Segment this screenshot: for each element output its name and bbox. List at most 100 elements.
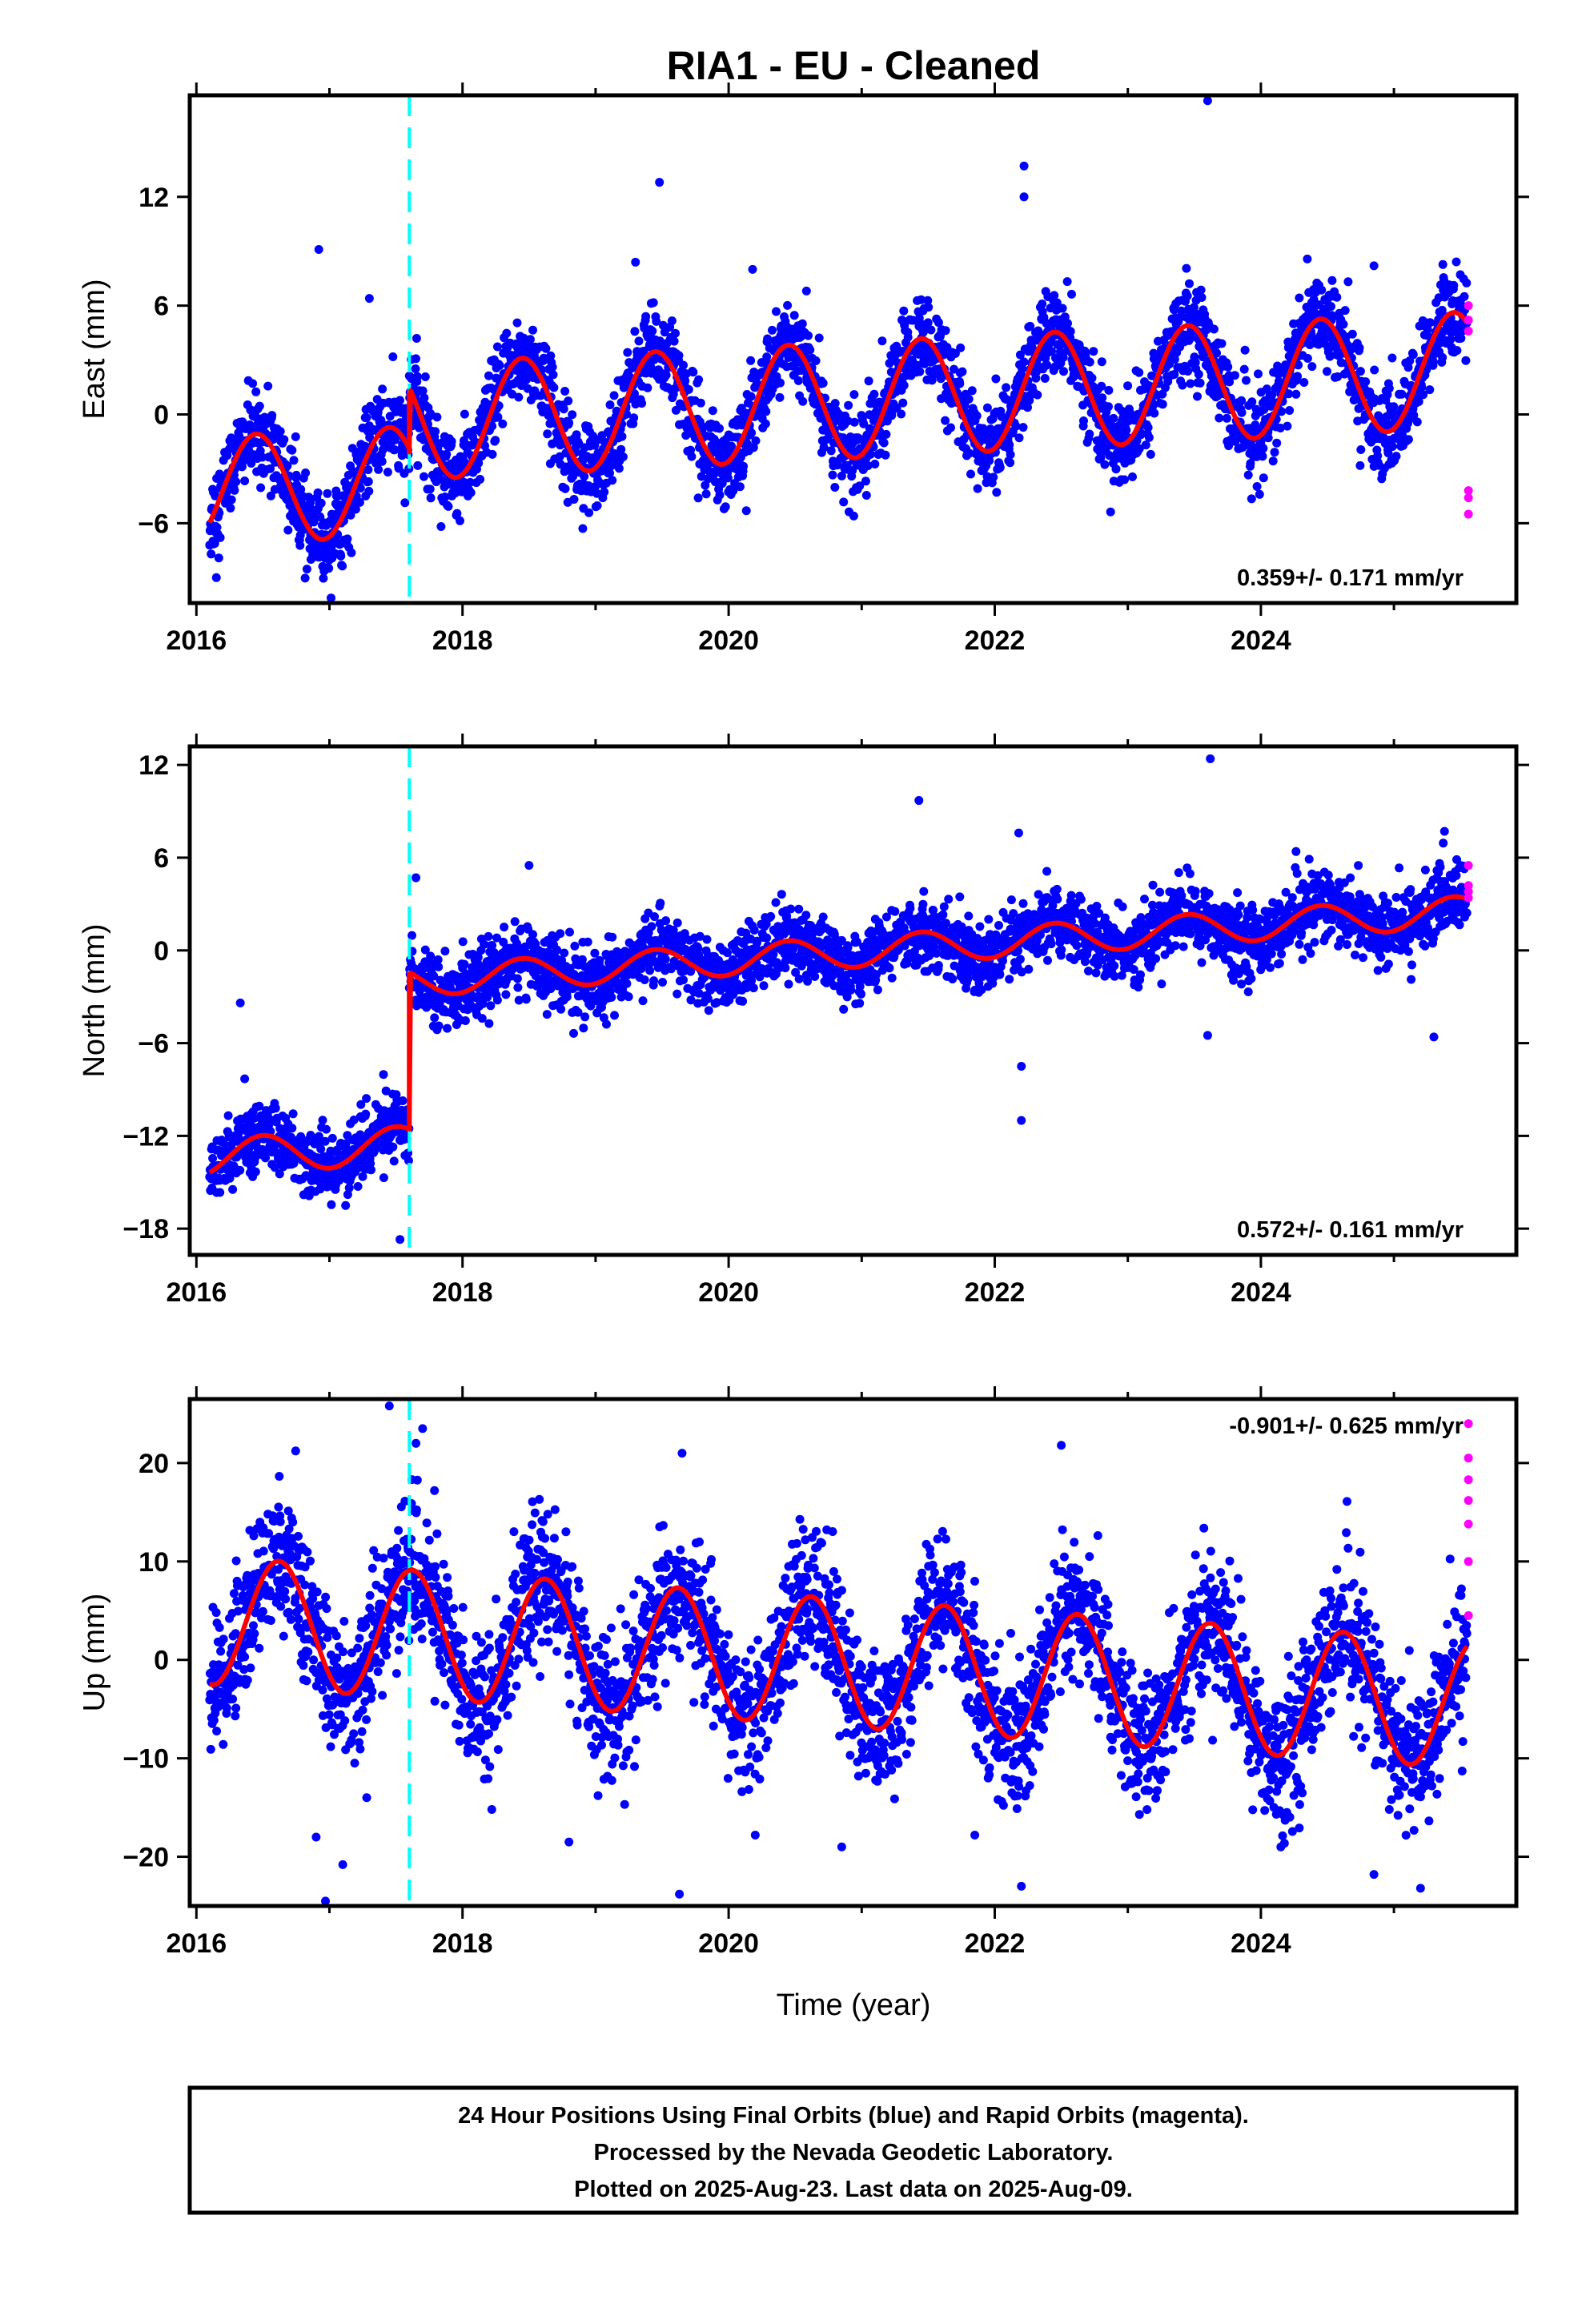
data-point — [1247, 494, 1256, 504]
data-point — [934, 318, 943, 328]
data-point — [1403, 435, 1413, 444]
data-point — [1419, 390, 1428, 400]
data-point — [679, 360, 688, 370]
data-point — [247, 459, 256, 468]
data-point — [1327, 275, 1337, 285]
data-point — [318, 1116, 327, 1125]
data-point — [1182, 292, 1192, 300]
data-point — [1356, 445, 1366, 454]
data-point — [313, 488, 323, 497]
data-point — [1355, 343, 1364, 352]
data-point — [560, 948, 569, 958]
data-point — [741, 928, 751, 938]
data-point — [1079, 416, 1088, 425]
data-point — [1272, 438, 1282, 448]
data-point — [486, 1001, 496, 1011]
data-point — [1383, 448, 1393, 458]
outlier-point — [364, 294, 374, 304]
data-point — [766, 911, 776, 921]
data-point — [1063, 319, 1072, 328]
data-point — [429, 971, 439, 981]
data-point — [915, 367, 925, 376]
data-point — [729, 486, 738, 496]
data-point — [649, 956, 659, 966]
data-point — [839, 497, 849, 507]
data-point — [1397, 389, 1407, 399]
data-point — [1462, 278, 1472, 287]
data-point — [608, 476, 617, 485]
data-point — [433, 955, 443, 964]
data-point — [425, 485, 435, 494]
data-point — [721, 502, 730, 512]
data-point — [1186, 332, 1196, 342]
data-point — [484, 371, 493, 380]
data-point — [289, 456, 299, 465]
data-point — [666, 964, 676, 974]
data-point — [484, 931, 493, 941]
data-point — [1361, 377, 1371, 387]
data-point — [492, 342, 502, 352]
data-point — [1461, 356, 1471, 365]
data-point — [818, 912, 828, 922]
data-point — [1239, 364, 1249, 374]
data-point — [440, 947, 450, 956]
data-point — [656, 899, 665, 908]
data-point — [697, 422, 707, 432]
data-point — [777, 890, 786, 899]
data-point — [573, 1007, 583, 1017]
data-point — [814, 333, 824, 343]
data-point — [681, 376, 690, 385]
data-point — [1339, 320, 1348, 329]
data-point — [1225, 377, 1235, 387]
data-point — [1141, 440, 1150, 450]
data-point — [956, 343, 966, 352]
data-point — [1317, 285, 1327, 295]
data-point — [263, 1111, 272, 1120]
data-point — [363, 465, 373, 474]
data-point — [995, 463, 1005, 472]
data-point — [1134, 444, 1144, 453]
data-point — [768, 325, 777, 335]
data-point — [543, 429, 552, 439]
data-point — [420, 393, 429, 403]
data-point — [687, 452, 697, 461]
data-point — [431, 427, 440, 436]
data-point — [569, 495, 579, 504]
data-point — [484, 1019, 494, 1028]
data-point — [379, 1070, 388, 1080]
rapid-orbit-point — [1464, 301, 1473, 311]
data-point — [723, 473, 733, 483]
data-point — [1106, 507, 1115, 517]
data-point — [749, 443, 758, 452]
data-point — [492, 995, 502, 1005]
data-point — [291, 470, 301, 480]
data-point — [869, 389, 879, 399]
data-point — [447, 436, 456, 446]
data-point — [727, 441, 736, 451]
data-point — [761, 419, 770, 428]
data-point — [1274, 376, 1283, 386]
data-point — [761, 919, 771, 929]
data-point — [693, 944, 703, 954]
data-point — [1252, 482, 1262, 491]
data-point — [283, 461, 292, 471]
data-point — [789, 944, 798, 954]
data-point — [973, 484, 982, 493]
data-point — [881, 429, 891, 439]
data-point — [1111, 464, 1121, 474]
data-point — [1067, 289, 1076, 299]
data-point — [452, 509, 462, 518]
outlier-point — [748, 264, 757, 274]
data-point — [412, 334, 421, 343]
data-point — [786, 904, 796, 914]
data-point — [645, 966, 655, 975]
data-point — [658, 978, 667, 987]
data-point — [918, 328, 928, 337]
x-tick-label: 2022 — [965, 625, 1026, 656]
data-point — [343, 1190, 352, 1200]
data-point — [500, 923, 509, 932]
data-point — [493, 412, 503, 422]
data-point — [323, 489, 332, 498]
